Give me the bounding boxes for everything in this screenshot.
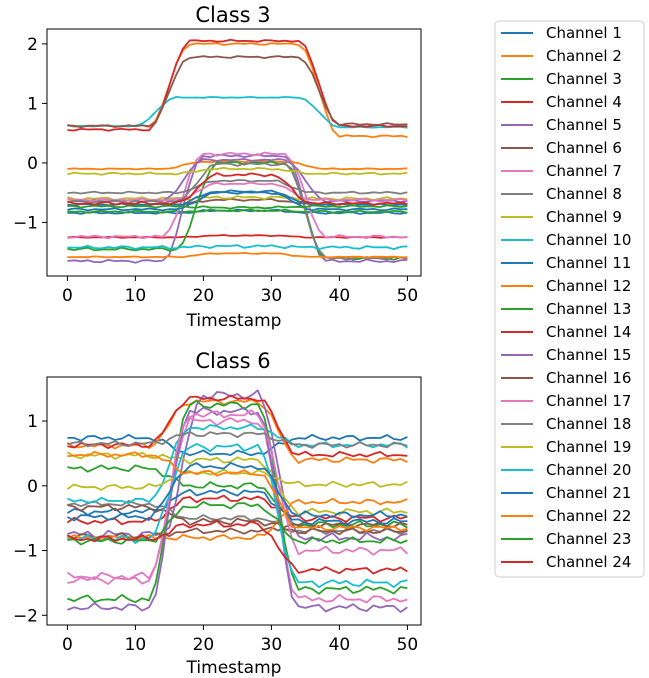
series-line-7: [67, 417, 408, 604]
x-tick-label: 20: [193, 635, 215, 655]
legend-label: Channel 7: [546, 162, 622, 180]
series-line-16: [67, 503, 408, 536]
series-line-17: [67, 181, 408, 202]
subplot-class-3: Class 3 0 10 20 30 40 50 −1 0 1 2 Timestamp: [13, 3, 422, 331]
series-line-22: [67, 450, 408, 532]
axis-ticks: 0 10 20 30 40 50 −1 0 1 2: [13, 35, 418, 306]
legend-label: Channel 17: [546, 392, 631, 410]
legend-label: Channel 5: [546, 116, 622, 134]
series-line-14: [67, 394, 408, 458]
legend-label: Channel 3: [546, 70, 622, 88]
series-line-5: [67, 153, 408, 264]
legend-label: Channel 24: [546, 553, 631, 571]
series-line-12: [66, 497, 408, 542]
legend-label: Channel 10: [546, 231, 631, 249]
series-line-22: [67, 251, 408, 259]
legend-label: Channel 2: [546, 47, 622, 65]
series-line-7: [67, 151, 408, 240]
series-line-11: [67, 190, 408, 212]
legend-label: Channel 14: [546, 323, 631, 341]
series-line-15: [67, 406, 408, 613]
series-layer: [66, 389, 409, 613]
legend-label: Channel 16: [546, 369, 631, 387]
series-line-18: [67, 161, 408, 261]
x-tick-label: 40: [329, 286, 351, 306]
legend-label: Channel 8: [546, 185, 622, 203]
series-line-21: [66, 461, 408, 522]
series-line-17: [66, 409, 409, 581]
series-line-1: [67, 433, 408, 457]
subplot-title: Class 3: [195, 3, 270, 27]
legend-label: Channel 19: [546, 438, 631, 456]
legend-label: Channel 15: [546, 346, 631, 364]
series-line-23: [67, 500, 408, 546]
legend-label: Channel 22: [546, 507, 631, 525]
x-tick-label: 50: [397, 635, 419, 655]
series-line-24: [67, 172, 408, 206]
legend-label: Channel 13: [546, 300, 631, 318]
x-tick-label: 30: [261, 286, 283, 306]
plot-frame: [46, 376, 422, 626]
series-line-9: [67, 195, 408, 202]
x-tick-label: 30: [261, 635, 283, 655]
x-tick-label: 0: [62, 286, 73, 306]
y-tick-label: 2: [27, 35, 38, 55]
x-tick-label: 20: [193, 286, 215, 306]
series-line-4: [66, 494, 408, 526]
legend-label: Channel 4: [546, 93, 622, 111]
series-line-3: [67, 208, 408, 214]
legend-box: [494, 20, 645, 578]
x-tick-label: 10: [125, 286, 147, 306]
series-line-11: [66, 488, 408, 527]
series-line-3: [67, 464, 408, 529]
legend-label: Channel 20: [546, 461, 631, 479]
y-tick-label: 0: [27, 477, 38, 497]
y-tick-label: 1: [27, 412, 38, 432]
x-axis-label: Timestamp: [186, 658, 282, 678]
legend-items: Channel 1 Channel 2 Channel 3 Channel 4 Chan…: [501, 24, 631, 571]
series-line-8: [67, 179, 408, 195]
series-line-19: [67, 166, 408, 176]
y-tick-label: −1: [13, 213, 38, 233]
series-line-20: [67, 244, 408, 251]
y-tick-label: −2: [13, 606, 38, 626]
legend-label: Channel 23: [546, 530, 631, 548]
legend-label: Channel 6: [546, 139, 622, 157]
y-tick-label: 0: [27, 154, 38, 174]
legend-label: Channel 21: [546, 484, 631, 502]
series-line-14: [67, 38, 408, 132]
x-tick-label: 50: [397, 286, 419, 306]
series-line-20: [67, 442, 408, 589]
legend-label: Channel 11: [546, 254, 631, 272]
series-line-23: [67, 204, 408, 210]
legend-label: Channel 12: [546, 277, 631, 295]
plot-frame: [46, 28, 422, 277]
series-line-13: [67, 399, 408, 604]
series-line-24: [66, 520, 408, 575]
y-tick-label: −1: [13, 542, 38, 562]
legend-label: Channel 18: [546, 415, 631, 433]
x-tick-label: 0: [62, 635, 73, 655]
legend: Channel 1 Channel 2 Channel 3 Channel 4 Chan…: [494, 20, 645, 578]
legend-label: Channel 1: [546, 24, 622, 42]
subplot-class-6: Class 6 0 10 20 30 40 50 −2 −1 0 1 Timestamp: [13, 349, 422, 678]
axis-ticks: 0 10 20 30 40 50 −2 −1 0 1: [13, 412, 418, 655]
series-line-16: [67, 55, 408, 129]
x-axis-label: Timestamp: [186, 311, 282, 331]
subplot-title: Class 6: [195, 349, 270, 373]
series-layer: [67, 38, 408, 264]
x-tick-label: 40: [329, 635, 351, 655]
x-tick-label: 10: [125, 635, 147, 655]
legend-label: Channel 9: [546, 208, 622, 226]
y-tick-label: 1: [27, 94, 38, 114]
series-line-18: [67, 430, 408, 449]
